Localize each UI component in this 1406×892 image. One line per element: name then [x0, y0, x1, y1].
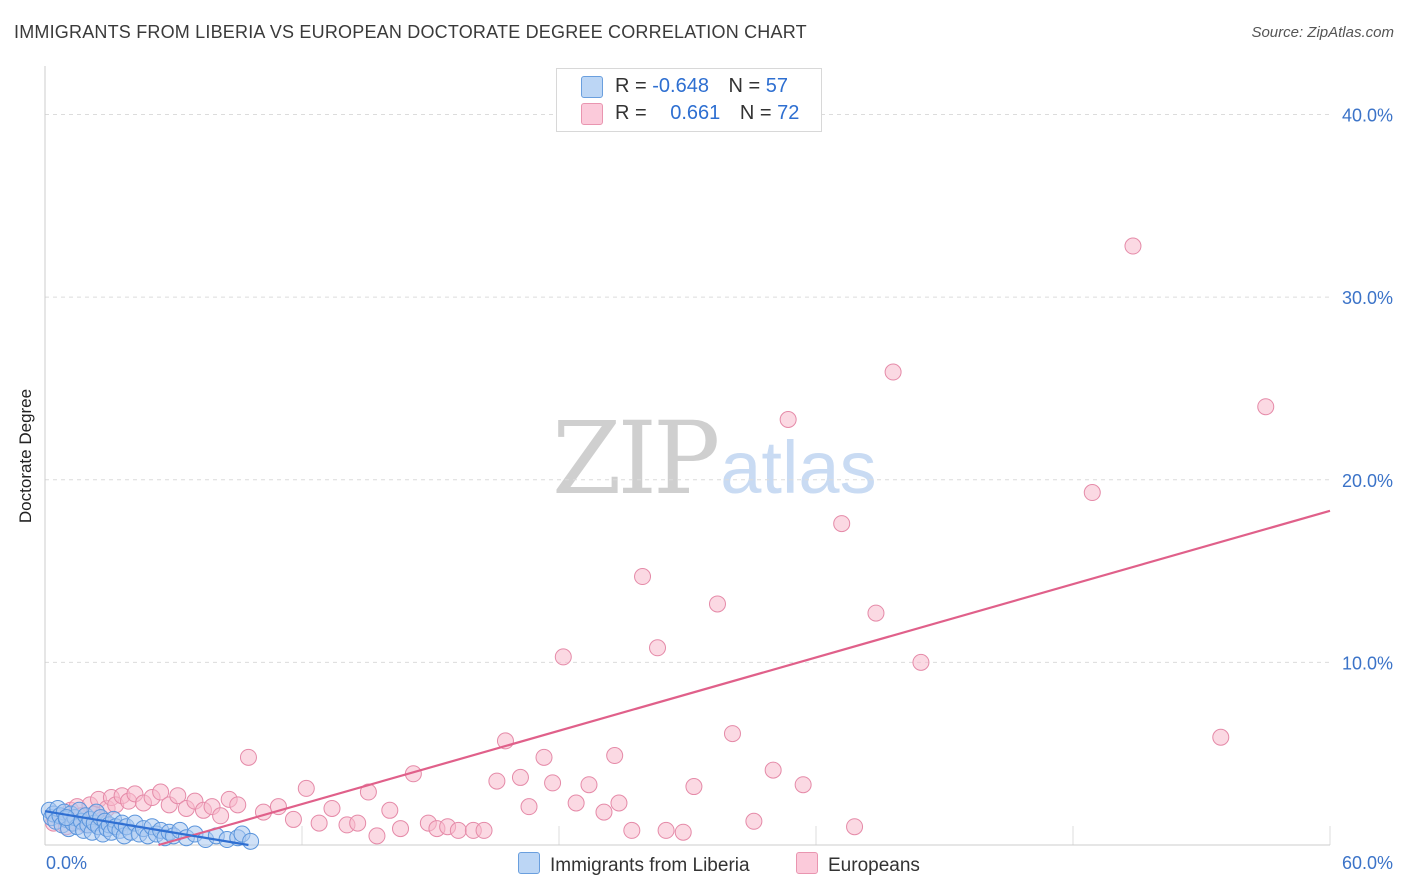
y-tick-label: 10.0%: [1342, 653, 1393, 673]
europeans-point: [1124, 237, 1142, 255]
europeans-point: [634, 568, 652, 586]
europeans-trendline: [158, 509, 1331, 847]
europeans-point: [567, 794, 585, 812]
europeans-point: [544, 774, 562, 792]
europeans-point: [580, 776, 598, 794]
europeans-point: [520, 798, 538, 816]
europeans-point: [912, 653, 930, 671]
europeans-point: [623, 821, 641, 839]
europeans-point: [449, 821, 467, 839]
legend-label-europeans: Europeans: [828, 855, 920, 876]
europeans-point: [297, 779, 315, 797]
legend-item-liberia: Immigrants from Liberia: [518, 852, 750, 877]
europeans-point: [779, 410, 797, 428]
n-value-europeans: 72: [777, 102, 800, 124]
r-label: R =: [615, 75, 647, 97]
legend-label-liberia: Immigrants from Liberia: [550, 855, 750, 876]
europeans-point: [610, 794, 628, 812]
europeans-point: [511, 768, 529, 786]
r-value-liberia: -0.648: [652, 75, 709, 97]
europeans-point: [884, 363, 902, 381]
europeans-point: [152, 783, 170, 801]
source-credit: Source: ZipAtlas.com: [1251, 24, 1394, 41]
europeans-point: [310, 814, 328, 832]
chart-title: IMMIGRANTS FROM LIBERIA VS EUROPEAN DOCT…: [14, 22, 807, 42]
europeans-point: [745, 812, 763, 830]
n-label: N =: [728, 75, 761, 97]
watermark: ZIPatlas: [552, 400, 877, 517]
europeans-point: [685, 778, 703, 796]
y-tick-label: 40.0%: [1342, 106, 1393, 126]
europeans-point: [595, 803, 613, 821]
europeans-point: [1212, 728, 1230, 746]
europeans-point: [1083, 484, 1101, 502]
europeans-point: [723, 725, 741, 743]
europeans-point: [867, 604, 885, 622]
europeans-swatch: [581, 103, 603, 125]
europeans-point: [212, 807, 230, 825]
europeans-point: [1257, 398, 1275, 416]
x-tick-label: 60.0%: [1342, 853, 1393, 873]
liberia-point: [242, 832, 260, 850]
liberia-trendline: [44, 810, 249, 847]
europeans-point: [833, 515, 851, 533]
europeans-point: [535, 748, 553, 766]
europeans-swatch: [796, 852, 818, 874]
europeans-point: [657, 821, 675, 839]
europeans-point: [794, 776, 812, 794]
europeans-point: [368, 827, 386, 845]
europeans-point: [284, 810, 302, 828]
watermark-zip: ZIP: [552, 400, 720, 517]
europeans-point: [488, 772, 506, 790]
europeans-point: [169, 787, 187, 805]
europeans-point: [708, 595, 726, 613]
liberia-point: [57, 809, 75, 827]
europeans-point: [392, 820, 410, 838]
europeans-point: [323, 799, 341, 817]
europeans-point: [381, 801, 399, 819]
r-label: R =: [615, 102, 647, 124]
europeans-point: [349, 814, 367, 832]
r-value-europeans: 0.661: [670, 102, 721, 124]
n-value-liberia: 57: [765, 75, 789, 97]
europeans-point: [475, 821, 493, 839]
y-tick-label: 20.0%: [1342, 471, 1393, 491]
europeans-point: [239, 748, 257, 766]
y-tick-label: 30.0%: [1342, 288, 1393, 308]
europeans-point: [554, 648, 572, 666]
europeans-point: [649, 639, 667, 657]
n-label: N =: [739, 102, 772, 124]
europeans-point: [846, 818, 864, 836]
x-tick-label: 0.0%: [46, 853, 87, 873]
liberia-swatch: [518, 852, 540, 874]
europeans-point: [764, 761, 782, 779]
europeans-point: [674, 823, 692, 841]
legend-item-europeans: Europeans: [796, 852, 920, 877]
correlation-legend: R = -0.648 N = 57 R = 0.661 N = 72: [556, 68, 822, 132]
europeans-point: [229, 796, 247, 814]
europeans-point: [606, 747, 624, 765]
liberia-swatch: [581, 76, 603, 98]
watermark-atlas: atlas: [720, 426, 877, 509]
